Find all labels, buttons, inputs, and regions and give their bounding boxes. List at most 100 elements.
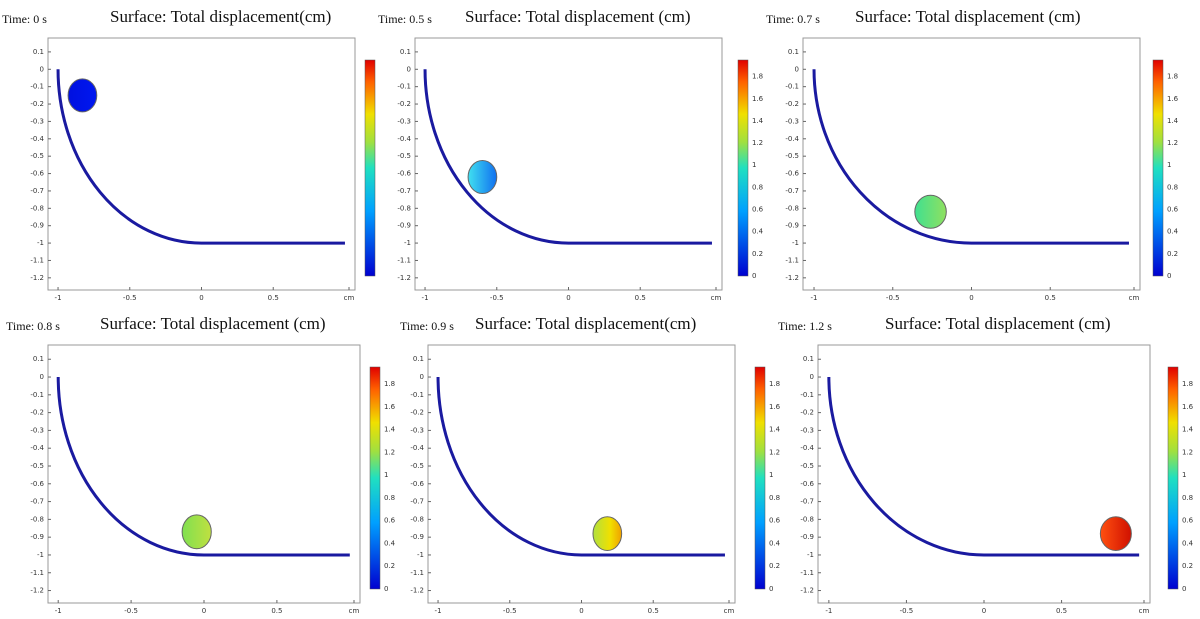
x-tick-label: 0.5 [635,294,646,302]
colorbar-tick-label: 0 [384,585,388,593]
y-tick-label: 0 [420,373,424,381]
colorbar-tick-label: 0.2 [1167,250,1178,258]
plot-frame [427,344,736,604]
y-tick-label: -0.5 [800,462,814,470]
colorbar-tick-label: 1.6 [752,95,764,103]
colorbar-tick-label: 0.8 [1167,183,1178,191]
y-tick-label: -0.7 [800,498,814,506]
colorbar-tick-label: 1.8 [752,73,763,81]
y-tick-label: -0.8 [397,204,411,212]
colorbar-tick-label: 1.2 [752,139,763,147]
track [56,69,345,245]
x-tick-label: -0.5 [124,607,138,615]
y-tick-label: -0.3 [800,426,814,434]
y-tick-label: -1.1 [410,569,424,577]
y-tick-label: -0.7 [397,187,411,195]
plot-frame [802,37,1141,291]
panel-title: Surface: Total displacement(cm) [475,314,696,333]
colorbar-tick-label: 0.8 [752,183,763,191]
colorbar-tick-label: 0.4 [1182,539,1194,547]
y-tick-label: -0.1 [410,391,424,399]
y-tick-label: -0.4 [30,444,44,452]
colorbar-tick-label: 1.4 [384,426,396,434]
y-tick-label: -0.1 [30,83,44,91]
colorbar-tick-label: 0.8 [384,494,395,502]
colorbar-tick-label: 1 [384,471,388,479]
y-tick-label: -1 [792,239,799,247]
time-label: Time: 0.8 s [6,319,60,333]
colorbar-tick-label: 1.8 [1167,73,1178,81]
y-tick-label: -1 [417,551,424,559]
x-tick-label: cm [711,294,722,302]
x-tick-label: 0 [199,294,203,302]
y-tick-label: 0.1 [33,48,44,56]
x-tick-label: -0.5 [123,294,137,302]
y-tick-label: -0.8 [30,515,44,523]
ball [1099,516,1132,552]
y-tick-label: -1.1 [30,256,44,264]
y-tick-label: 0.1 [788,48,799,56]
colorbar-tick-label: 1.6 [1182,403,1194,411]
y-tick-label: -0.4 [800,444,814,452]
colorbar-tick-label: 1 [752,161,756,169]
colorbar-tick-label: 1.2 [1182,448,1193,456]
y-tick-label: -0.8 [30,204,44,212]
time-label: Time: 0.7 s [766,12,820,26]
y-tick-label: -0.9 [397,222,411,230]
colorbar [364,59,376,277]
colorbar-tick-label: 1.2 [384,448,395,456]
plot-frame [414,37,723,291]
y-tick-label: -0.8 [410,515,424,523]
x-tick-label: cm [1129,294,1140,302]
x-tick-label: cm [1139,607,1150,615]
y-tick-label: -0.5 [30,152,44,160]
y-tick-label: -0.9 [30,533,44,541]
y-tick-label: -1.2 [800,587,814,595]
y-tick-label: -0.5 [410,462,424,470]
x-tick-label: 0 [579,607,583,615]
y-tick-label: 0.1 [803,355,814,363]
y-tick-label: -0.2 [397,100,411,108]
x-tick-label: 0.5 [648,607,659,615]
y-tick-label: -0.3 [397,117,411,125]
x-tick-label: -0.5 [900,607,914,615]
x-tick-label: 0.5 [1045,294,1056,302]
colorbar-tick-label: 0.2 [752,250,763,258]
x-tick-label: 0.5 [271,607,282,615]
y-tick-label: -0.8 [785,204,799,212]
track [812,69,1129,245]
y-tick-label: -1.1 [397,256,411,264]
y-tick-label: -1 [37,239,44,247]
ball [592,516,623,552]
y-tick-label: -1 [807,551,814,559]
colorbar-tick-label: 0.6 [769,517,781,525]
y-tick-label: -0.9 [30,222,44,230]
y-tick-label: 0.1 [400,48,411,56]
y-tick-label: -0.5 [785,152,799,160]
track [56,377,350,557]
y-tick-label: -0.6 [800,480,814,488]
track [827,377,1140,557]
colorbar-tick-label: 0.2 [384,562,395,570]
colorbar-tick-label: 0.4 [384,539,396,547]
ball [914,194,947,229]
colorbar-tick-label: 0 [1167,272,1171,280]
plot-frame [47,344,361,604]
y-tick-label: -0.2 [785,100,799,108]
colorbar [369,366,381,590]
time-label: Time: 1.2 s [778,319,832,333]
y-tick-label: 0 [795,65,799,73]
y-tick-label: -1.2 [30,587,44,595]
y-tick-label: -0.5 [30,462,44,470]
colorbar-tick-label: 0.4 [769,539,781,547]
x-tick-label: cm [724,607,735,615]
y-tick-label: -0.7 [410,498,424,506]
colorbar-tick-label: 1.4 [1167,117,1179,125]
y-tick-label: -0.4 [785,135,799,143]
y-tick-label: -0.2 [30,409,44,417]
x-tick-label: -0.5 [503,607,517,615]
y-tick-label: 0 [810,373,814,381]
y-tick-label: 0.1 [33,355,44,363]
time-label: Time: 0.9 s [400,319,454,333]
colorbar-tick-label: 1.2 [769,448,780,456]
